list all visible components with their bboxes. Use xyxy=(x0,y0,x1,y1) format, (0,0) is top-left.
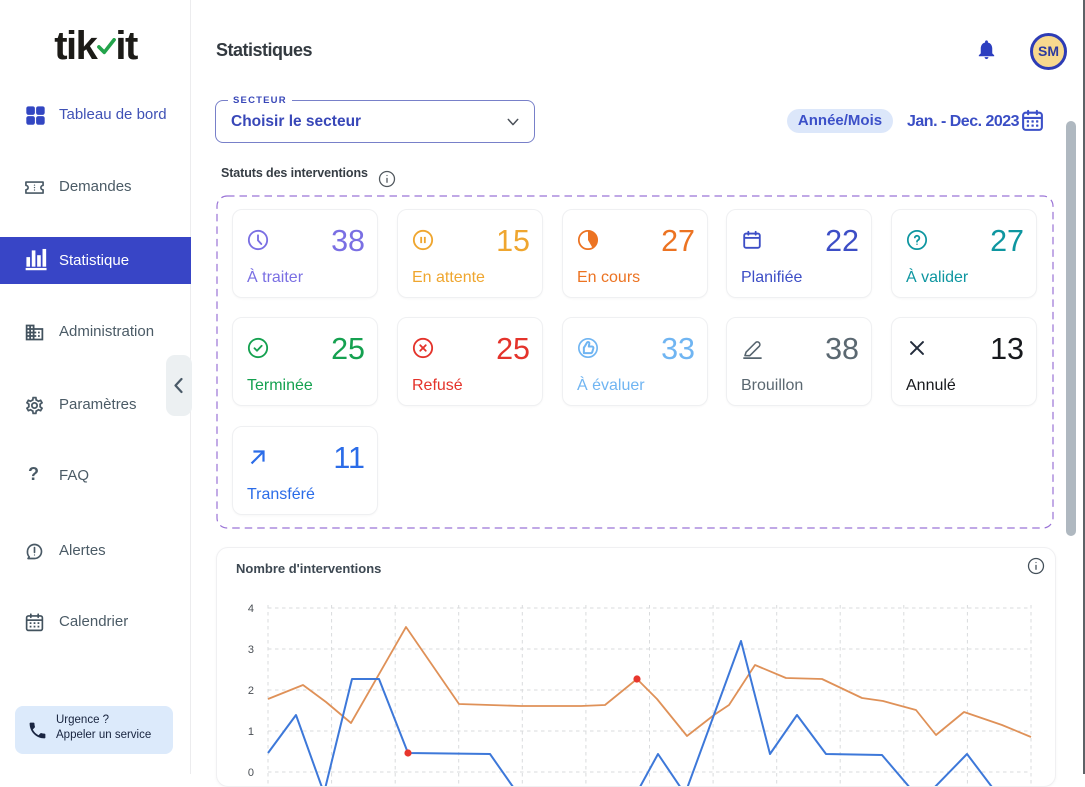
svg-text:4: 4 xyxy=(248,603,254,615)
svg-text:2: 2 xyxy=(248,685,254,697)
svg-text:3: 3 xyxy=(248,644,254,656)
svg-text:1: 1 xyxy=(248,726,254,738)
svg-text:0: 0 xyxy=(248,767,254,779)
